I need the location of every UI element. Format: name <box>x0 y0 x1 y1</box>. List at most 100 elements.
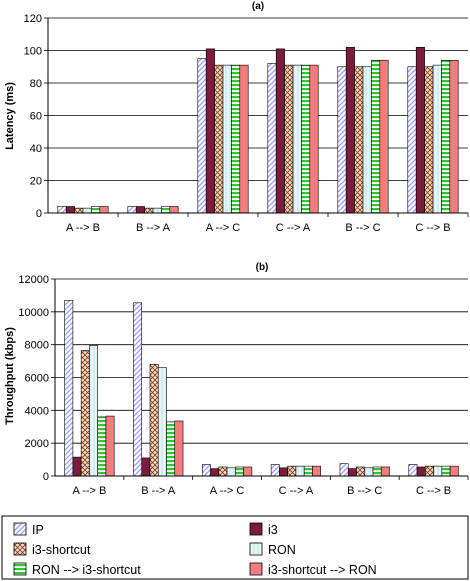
bar-ip-b2 <box>202 464 211 477</box>
bar-i3-b3 <box>279 467 288 477</box>
bar-i3-a3 <box>275 48 285 214</box>
legend: IP i3 i3-shortcut RON RON --> i3-shortcu… <box>1 515 469 580</box>
x-tick-label: A --> C <box>210 485 245 497</box>
y-tick-label: 8000 <box>25 340 49 352</box>
bar-ron-to-i3-shortcut-b0 <box>97 416 107 477</box>
bar-i3-a4 <box>345 46 355 214</box>
y-tick-label: 2000 <box>25 438 49 450</box>
bar-ron-to-i3-shortcut-a5 <box>441 59 451 214</box>
bar-i3-b4 <box>347 468 357 477</box>
y-tick-label: 0 <box>36 208 42 220</box>
bar-ron-a1 <box>152 207 162 214</box>
legend-label-ron-to-i3-shortcut: RON --> i3-shortcut <box>32 563 141 577</box>
legend-swatch-ron <box>249 542 263 556</box>
bar-i3-b0 <box>72 456 82 477</box>
bar-ron-to-i3-shortcut-b5 <box>441 465 451 477</box>
bars-a <box>57 46 459 214</box>
x-tick-label: C --> A <box>276 222 311 234</box>
bar-i3-shortcut-to-ron-b3 <box>312 465 321 477</box>
y-tick-label: 80 <box>30 78 42 90</box>
y-tick-label: 6000 <box>25 373 49 385</box>
bar-i3-shortcut-a5 <box>424 66 434 214</box>
bar-i3-a2 <box>205 48 215 214</box>
x-ticks-a: A --> B B --> A A --> C C --> A B --> C C -->… <box>66 222 451 234</box>
x-tick-label: B --> C <box>345 222 380 234</box>
y-tick-label: 20 <box>30 176 42 188</box>
bar-i3-shortcut-to-ron-b4 <box>380 466 390 477</box>
bar-i3-shortcut-b3 <box>287 465 297 477</box>
x-tick-label: A --> C <box>206 222 241 234</box>
bar-ron-a4 <box>362 66 372 214</box>
y-tick-label: 12000 <box>18 274 49 286</box>
x-tick-label: A --> B <box>66 222 100 234</box>
y-ticks-a: 0 20 40 60 80 100 120 <box>24 13 42 220</box>
bar-ron-to-i3-shortcut-a0 <box>91 206 101 214</box>
grid-a <box>48 17 468 181</box>
bar-ip-a0 <box>57 206 67 214</box>
bar-i3-shortcut-a4 <box>354 66 364 214</box>
bar-ron-to-i3-shortcut-a2 <box>231 64 241 214</box>
grid-b <box>55 278 468 444</box>
bar-ron-a2 <box>222 64 232 214</box>
y-tick-label: 120 <box>24 13 42 25</box>
x-tick-label: A --> B <box>72 485 106 497</box>
bar-i3-shortcut-a2 <box>214 64 224 214</box>
bar-i3-a5 <box>415 46 425 214</box>
bar-ron-b3 <box>295 465 305 477</box>
bar-ip-a5 <box>407 66 417 214</box>
bar-i3-shortcut-to-ron-b1 <box>174 420 184 477</box>
bar-ip-a1 <box>127 206 137 214</box>
bar-i3-shortcut-to-ron-b2 <box>243 466 253 477</box>
x-ticks-b: A --> B B --> A A --> C C --> A B --> C C -->… <box>72 485 451 497</box>
bar-ron-to-i3-shortcut-a3 <box>301 64 311 214</box>
y-tick-label: 0 <box>43 471 49 483</box>
legend-box <box>1 515 469 580</box>
bar-ron-a3 <box>292 64 302 214</box>
bar-i3-shortcut-to-ron-a2 <box>239 64 249 214</box>
bar-ron-b0 <box>89 345 98 477</box>
y-tick-label: 40 <box>30 143 42 155</box>
bar-ron-a5 <box>432 64 442 214</box>
bar-i3-shortcut-to-ron-b5 <box>449 465 459 477</box>
bar-i3-shortcut-to-ron-a4 <box>379 59 389 214</box>
throughput-chart: (b) Throughput (kbps) 0 2000 4000 6000 8000 1… <box>4 262 469 497</box>
bar-i3-shortcut-to-ron-a5 <box>449 59 459 214</box>
bar-ron-a0 <box>82 207 92 214</box>
bar-ron-to-i3-shortcut-a1 <box>161 206 171 214</box>
x-tick-label: C --> B <box>416 485 451 497</box>
bar-ron-b4 <box>364 467 374 477</box>
bar-ron-to-i3-shortcut-b2 <box>235 466 244 477</box>
x-tick-label: C --> A <box>279 485 314 497</box>
bar-ron-to-i3-shortcut-a4 <box>371 59 381 214</box>
bar-ip-a4 <box>337 66 347 214</box>
legend-swatch-i3 <box>249 522 263 536</box>
legend-swatch-ip <box>13 522 27 536</box>
bar-i3-shortcut-b0 <box>80 350 90 477</box>
bar-i3-a0 <box>65 206 75 214</box>
bar-i3-shortcut-b5 <box>425 465 434 477</box>
legend-swatch-ron-to-i3-shortcut <box>13 562 27 576</box>
bar-i3-shortcut-a0 <box>74 207 84 214</box>
bar-ron-b2 <box>226 467 236 477</box>
x-tick-label: B --> C <box>347 485 382 497</box>
legend-swatch-i3-shortcut-to-ron <box>249 562 263 576</box>
y-ticks-b: 0 2000 4000 6000 8000 10000 12000 <box>18 274 49 483</box>
bar-i3-b1 <box>141 457 151 477</box>
bar-ip-b4 <box>339 463 349 477</box>
bar-i3-shortcut-to-ron-b0 <box>105 415 115 477</box>
x-tick-label: B --> A <box>141 485 176 497</box>
latency-chart: (a) Latency (ms) 0 20 40 60 80 100 120 A --> B… <box>4 1 469 234</box>
bar-ron-to-i3-shortcut-b3 <box>303 465 313 477</box>
bar-ron-to-i3-shortcut-b1 <box>166 421 176 477</box>
bar-ip-b0 <box>64 300 74 477</box>
x-tick-label: C --> B <box>415 222 450 234</box>
axes-a <box>44 17 469 217</box>
bar-i3-shortcut-a1 <box>144 207 154 214</box>
bar-ip-a2 <box>197 58 207 214</box>
bar-ip-b3 <box>270 464 280 477</box>
y-tick-label: 100 <box>24 46 42 58</box>
chart-title-b: (b) <box>256 262 269 273</box>
bar-i3-shortcut-to-ron-a3 <box>309 64 319 214</box>
y-axis-label-a: Latency (ms) <box>4 82 16 150</box>
bar-i3-a1 <box>135 206 145 214</box>
